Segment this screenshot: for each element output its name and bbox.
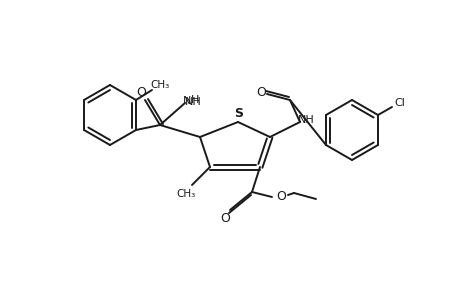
Text: CH₃: CH₃ <box>176 189 195 199</box>
Text: N: N <box>182 96 191 106</box>
Text: H: H <box>190 95 199 105</box>
Text: NH: NH <box>297 115 313 125</box>
Text: O: O <box>275 190 285 202</box>
Text: O: O <box>219 212 230 224</box>
Text: NH: NH <box>184 97 201 107</box>
Text: Cl: Cl <box>394 98 404 108</box>
Text: S: S <box>234 106 243 119</box>
Text: O: O <box>136 85 146 98</box>
Text: CH₃: CH₃ <box>150 80 169 90</box>
Text: O: O <box>256 85 265 98</box>
